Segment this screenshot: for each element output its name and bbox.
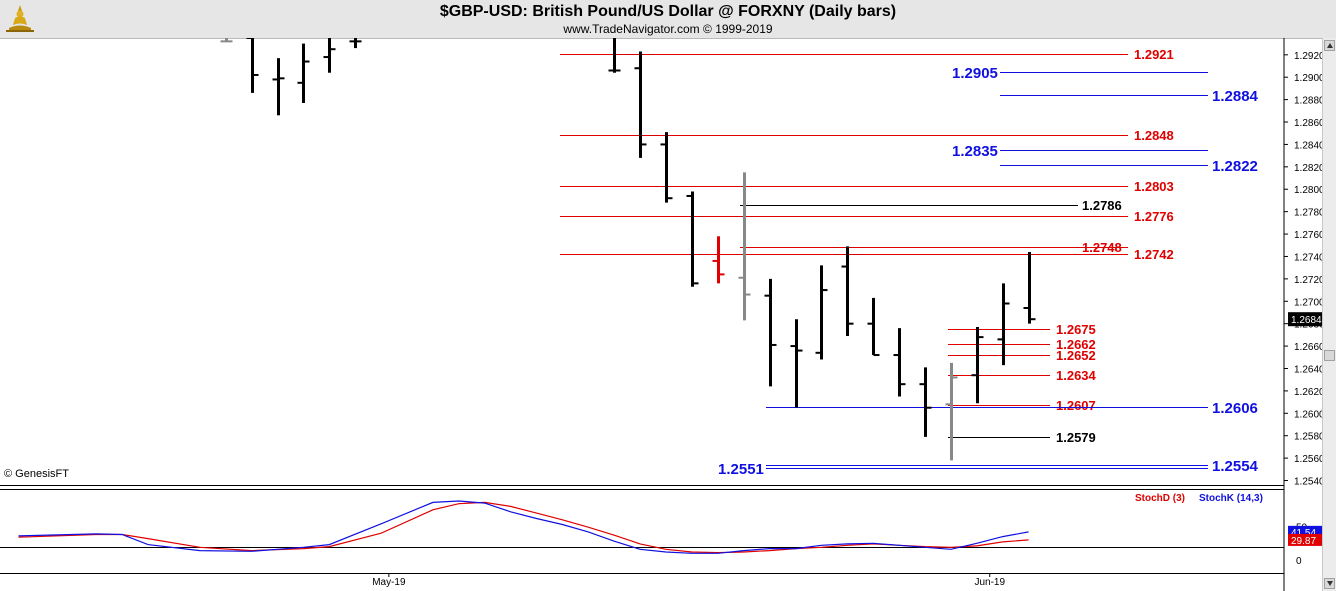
scroll-up-button[interactable] — [1324, 40, 1335, 51]
level-label: 1.2634 — [1056, 368, 1097, 383]
level-label: 1.2742 — [1134, 247, 1174, 262]
stoch-d-legend: StochD (3) — [1135, 493, 1185, 504]
current-price-label: 1.2684 — [1291, 315, 1322, 326]
level-label: 1.2607 — [1056, 398, 1096, 413]
level-label: 1.2579 — [1056, 430, 1096, 445]
price-tick-label: 1.2560 — [1294, 454, 1322, 465]
level-label: 1.2662 — [1056, 337, 1096, 352]
price-tick-label: 1.2720 — [1294, 275, 1322, 286]
price-tick-label: 1.2540 — [1294, 477, 1322, 488]
price-tick-label: 1.2740 — [1294, 252, 1322, 263]
level-label: 1.2675 — [1056, 322, 1096, 337]
chart-title: $GBP-USD: British Pound/US Dollar @ FORX… — [439, 3, 897, 20]
stoch-d-line — [18, 501, 1029, 554]
price-tick-label: 1.2820 — [1294, 163, 1322, 174]
level-lines: 1.2921 1.2905 1.2884 1.2848 1.2835 1.2822 1.28… — [560, 47, 1259, 478]
chart-subtitle: www.TradeNavigator.com © 1999-2019 — [563, 22, 773, 36]
price-tick-label: 1.2840 — [1294, 140, 1322, 151]
arrow-up-icon — [1327, 43, 1333, 48]
stoch-k-legend: StochK (14,3) — [1199, 493, 1263, 504]
level-label: 1.2554 — [1212, 458, 1259, 475]
price-tick-label: 1.2620 — [1294, 387, 1322, 398]
level-label: 1.2786 — [1082, 198, 1122, 213]
level-label: 1.2905 — [952, 65, 998, 82]
price-tick-label: 1.2760 — [1294, 230, 1322, 241]
level-label: 1.2884 — [1212, 88, 1259, 105]
ohlc-bars — [220, 38, 1036, 461]
chart-header: $GBP-USD: British Pound/US Dollar @ FORX… — [0, 0, 1336, 39]
level-label: 1.2652 — [1056, 348, 1096, 363]
level-label: 1.2776 — [1134, 209, 1174, 224]
stoch-tick-label: 0 — [1296, 556, 1302, 567]
level-label: 1.2822 — [1212, 158, 1258, 175]
arrow-down-icon — [1327, 581, 1333, 586]
scroll-down-button[interactable] — [1324, 578, 1335, 589]
level-label: 1.2835 — [952, 143, 998, 160]
level-label: 1.2606 — [1212, 400, 1258, 417]
price-tick-label: 1.2900 — [1294, 73, 1322, 84]
stoch-d-value: 29.87 — [1291, 536, 1316, 547]
panel-divider-handle[interactable] — [1324, 350, 1335, 361]
level-label: 1.2748 — [1082, 240, 1122, 255]
level-label: 1.2848 — [1134, 128, 1174, 143]
price-tick-label: 1.2920 — [1294, 51, 1322, 62]
price-tick-label: 1.2580 — [1294, 432, 1322, 443]
date-tick-label: May-19 — [372, 577, 406, 588]
price-tick-label: 1.2640 — [1294, 364, 1322, 375]
stoch-k-line — [18, 500, 1029, 554]
level-label: 1.2921 — [1134, 47, 1174, 62]
price-tick-label: 1.2860 — [1294, 118, 1322, 129]
level-label: 1.2551 — [718, 461, 764, 478]
date-axis: May-19 Jun-19 — [372, 573, 1005, 588]
price-tick-label: 1.2700 — [1294, 297, 1322, 308]
copyright-text: © GenesisFT — [4, 468, 69, 480]
stoch-d-value-marker — [1288, 533, 1322, 546]
vertical-scrollbar[interactable] — [1322, 38, 1336, 591]
price-chart[interactable]: 1.2920 1.2900 1.2880 1.2860 1.2840 1.2820 1.28… — [0, 38, 1322, 591]
price-axis: 1.2920 1.2900 1.2880 1.2860 1.2840 1.2820 1.28… — [0, 38, 1322, 591]
price-tick-label: 1.2780 — [1294, 208, 1322, 219]
price-tick-label: 1.2880 — [1294, 96, 1322, 107]
current-price-marker — [1288, 312, 1322, 327]
price-tick-label: 1.2660 — [1294, 342, 1322, 353]
stoch-k-value: 41.54 — [1291, 528, 1316, 539]
trader-logo-icon — [3, 2, 37, 34]
level-label: 1.2803 — [1134, 179, 1174, 194]
price-tick-label: 1.2800 — [1294, 185, 1322, 196]
price-tick-label: 1.2600 — [1294, 409, 1322, 420]
date-tick-label: Jun-19 — [974, 577, 1005, 588]
